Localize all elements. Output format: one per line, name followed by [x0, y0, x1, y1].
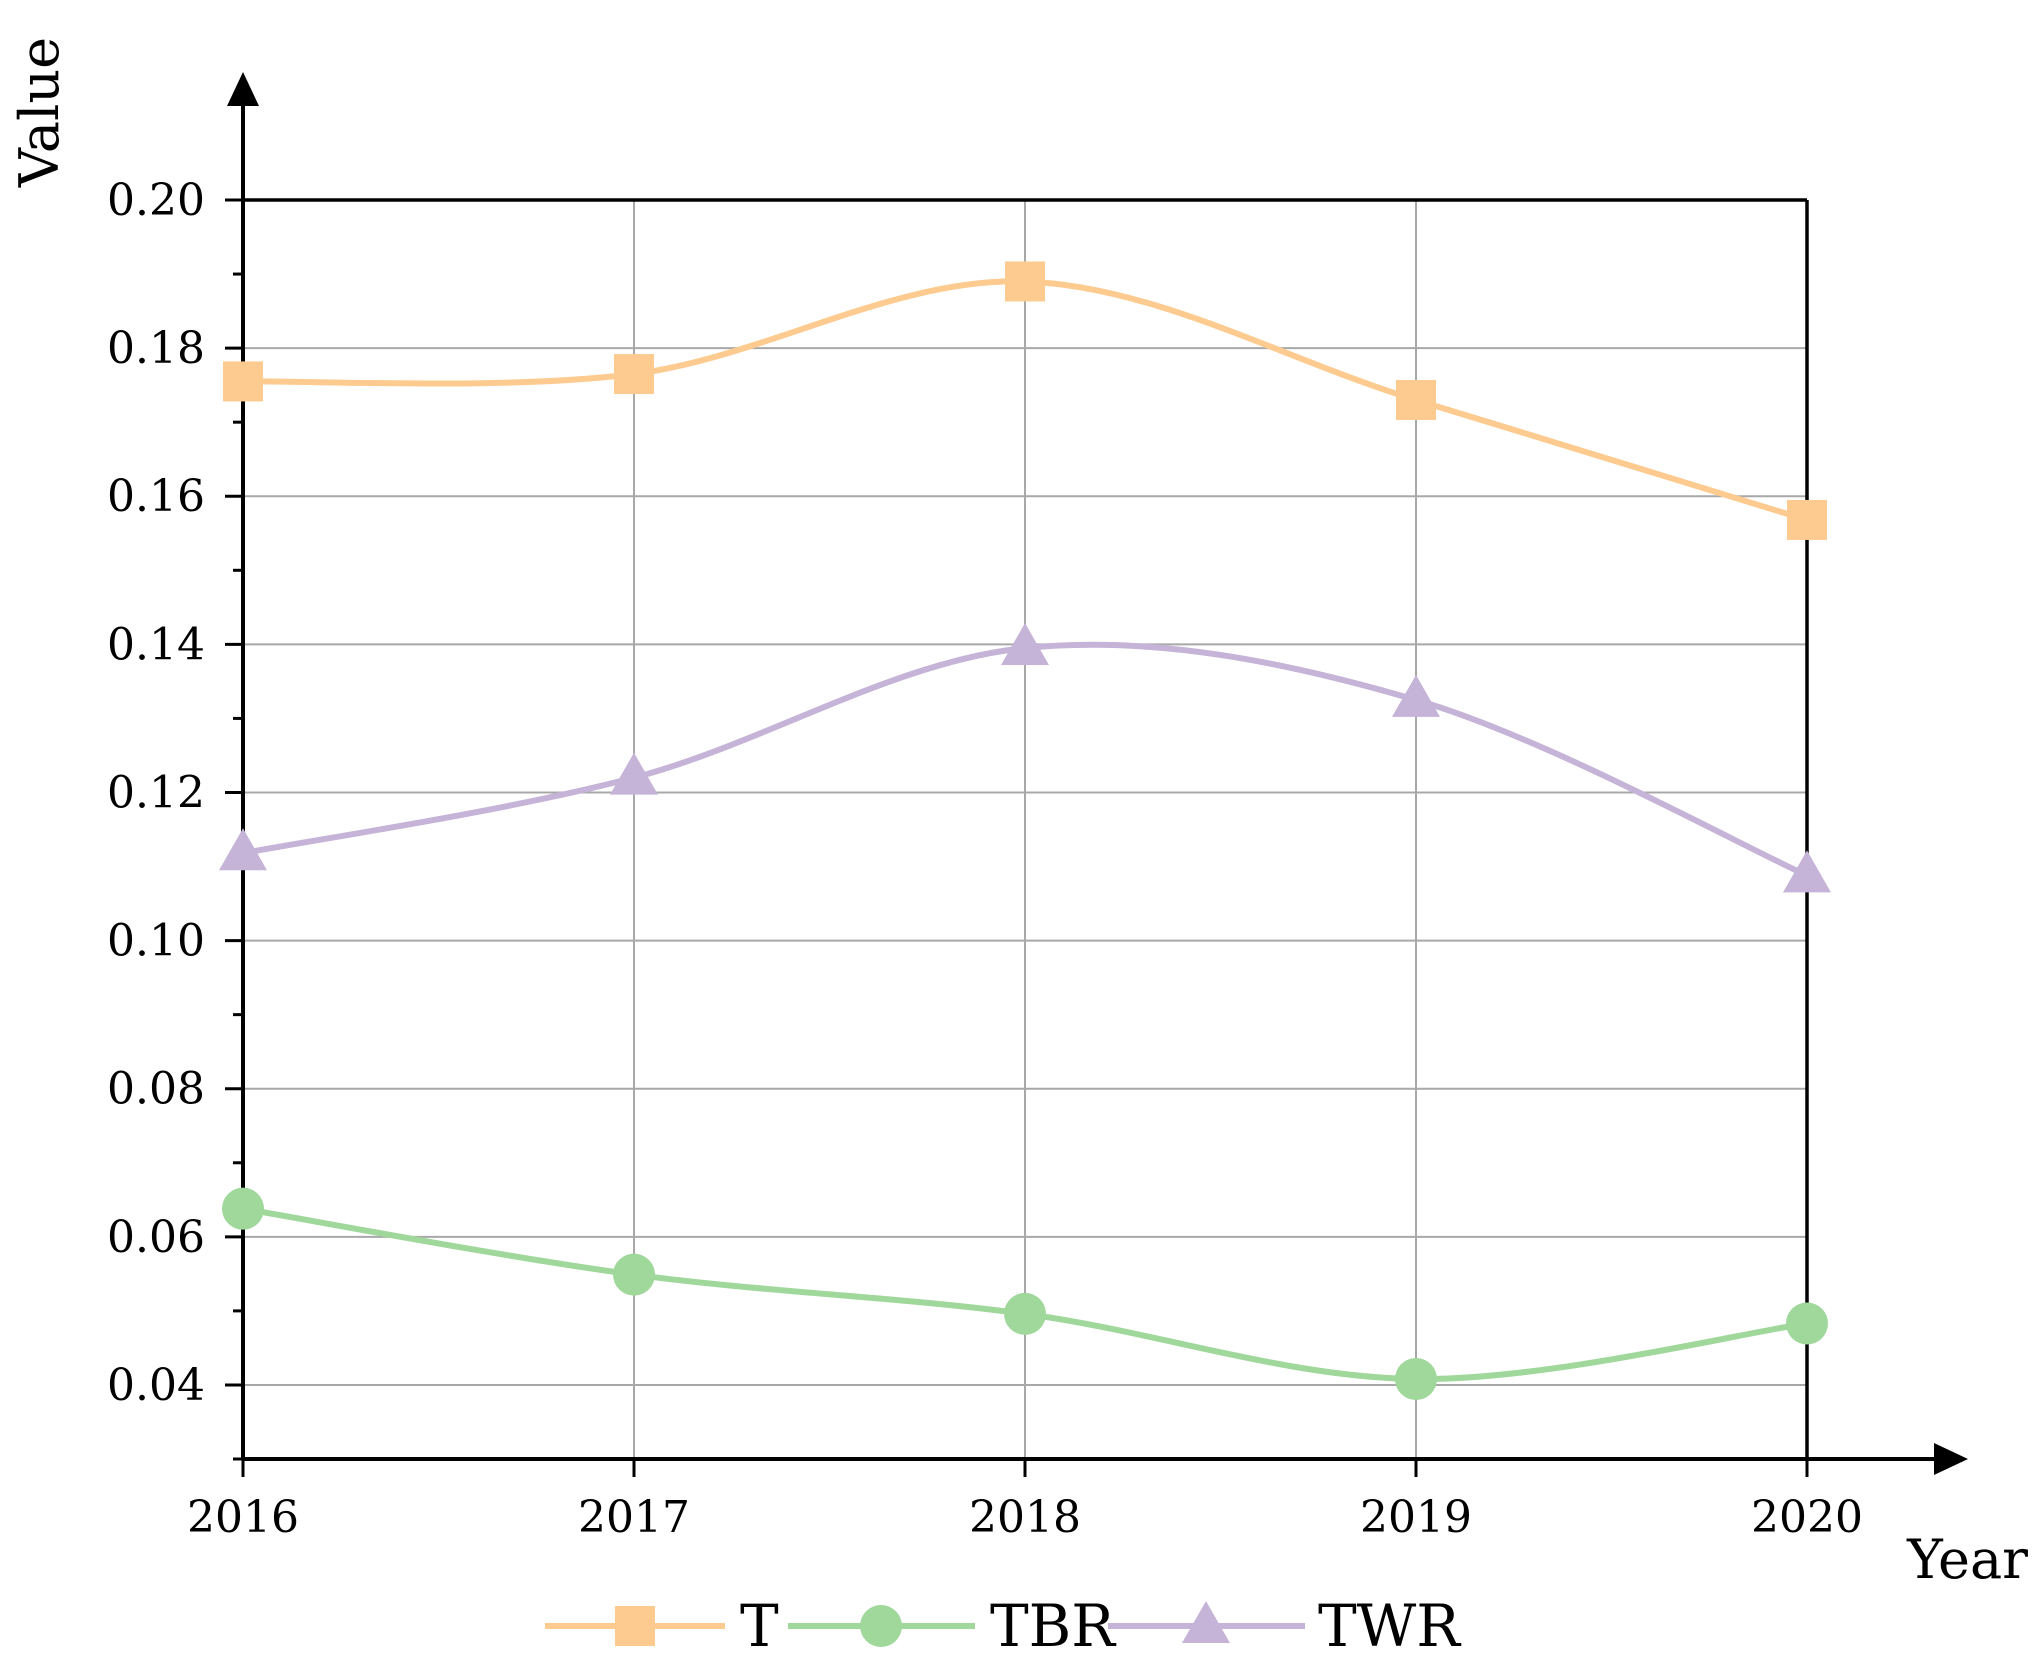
axes: 0.04 0.06 0.08 0.10 0.12 0.14 0.16 0.18 0.20 2016… — [107, 72, 1968, 1543]
tbr-data-point — [1786, 1302, 1828, 1345]
twr-data-point — [1783, 850, 1831, 893]
x-tick-label: 2017 — [578, 1492, 690, 1543]
t-data-point — [1396, 379, 1436, 420]
series-twr — [219, 623, 1831, 893]
legend: T TBR TWR — [545, 1592, 1462, 1660]
legend-item-tbr: TBR — [788, 1592, 1117, 1660]
t-data-point — [223, 361, 263, 402]
x-tick-label: 2019 — [1360, 1492, 1472, 1543]
y-tick-label: 0.06 — [107, 1212, 205, 1263]
tbr-data-point — [222, 1187, 264, 1230]
legend-twr-label: TWR — [1318, 1592, 1462, 1660]
y-axis-title: Value — [8, 37, 71, 188]
twr-data-point — [1392, 674, 1440, 717]
legend-twr-marker — [1182, 1601, 1230, 1643]
series-layer — [219, 261, 1831, 1401]
t-data-point — [614, 354, 654, 395]
t-data-point — [1005, 261, 1045, 302]
grid — [243, 199, 1808, 1459]
y-tick-label: 0.04 — [107, 1360, 205, 1411]
series-tbr — [222, 1187, 1828, 1401]
x-tick-label: 2016 — [187, 1492, 299, 1543]
y-tick-label: 0.10 — [107, 916, 205, 967]
legend-tbr-marker — [860, 1605, 902, 1647]
t-data-point — [1787, 499, 1827, 540]
x-tick-label: 2020 — [1751, 1492, 1863, 1543]
series-t — [223, 261, 1827, 540]
twr-data-point — [610, 752, 658, 795]
tbr-data-point — [613, 1253, 655, 1296]
y-tick-label: 0.14 — [107, 619, 205, 670]
y-tick-label: 0.12 — [107, 767, 205, 818]
legend-t-marker — [615, 1606, 655, 1646]
y-axis-arrow — [227, 72, 259, 106]
legend-t-label: T — [740, 1592, 779, 1660]
x-tick-label: 2018 — [969, 1492, 1081, 1543]
twr-data-point — [1001, 623, 1049, 666]
tbr-data-point — [1004, 1292, 1046, 1335]
y-tick-label: 0.16 — [107, 471, 205, 522]
y-tick-label: 0.08 — [107, 1064, 205, 1115]
legend-item-twr: TWR — [1108, 1592, 1462, 1660]
x-axis-arrow — [1934, 1443, 1968, 1475]
tbr-data-point — [1395, 1358, 1437, 1401]
labels: Value Year — [8, 37, 2028, 1591]
twr-data-point — [219, 828, 267, 871]
legend-item-t: T — [545, 1592, 779, 1660]
x-axis-title: Year — [1906, 1528, 2028, 1591]
y-tick-label: 0.18 — [107, 323, 205, 374]
legend-tbr-label: TBR — [990, 1592, 1117, 1660]
y-tick-label: 0.20 — [107, 175, 205, 226]
